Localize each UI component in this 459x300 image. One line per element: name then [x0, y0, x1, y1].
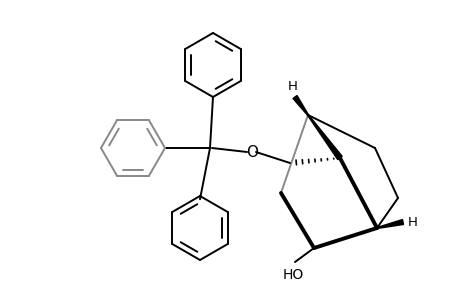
Polygon shape [376, 220, 403, 229]
Text: HO: HO [282, 268, 303, 282]
Text: H: H [407, 215, 417, 229]
Text: H: H [287, 80, 297, 93]
Polygon shape [307, 115, 341, 160]
Text: O: O [246, 145, 257, 160]
Polygon shape [292, 95, 308, 115]
